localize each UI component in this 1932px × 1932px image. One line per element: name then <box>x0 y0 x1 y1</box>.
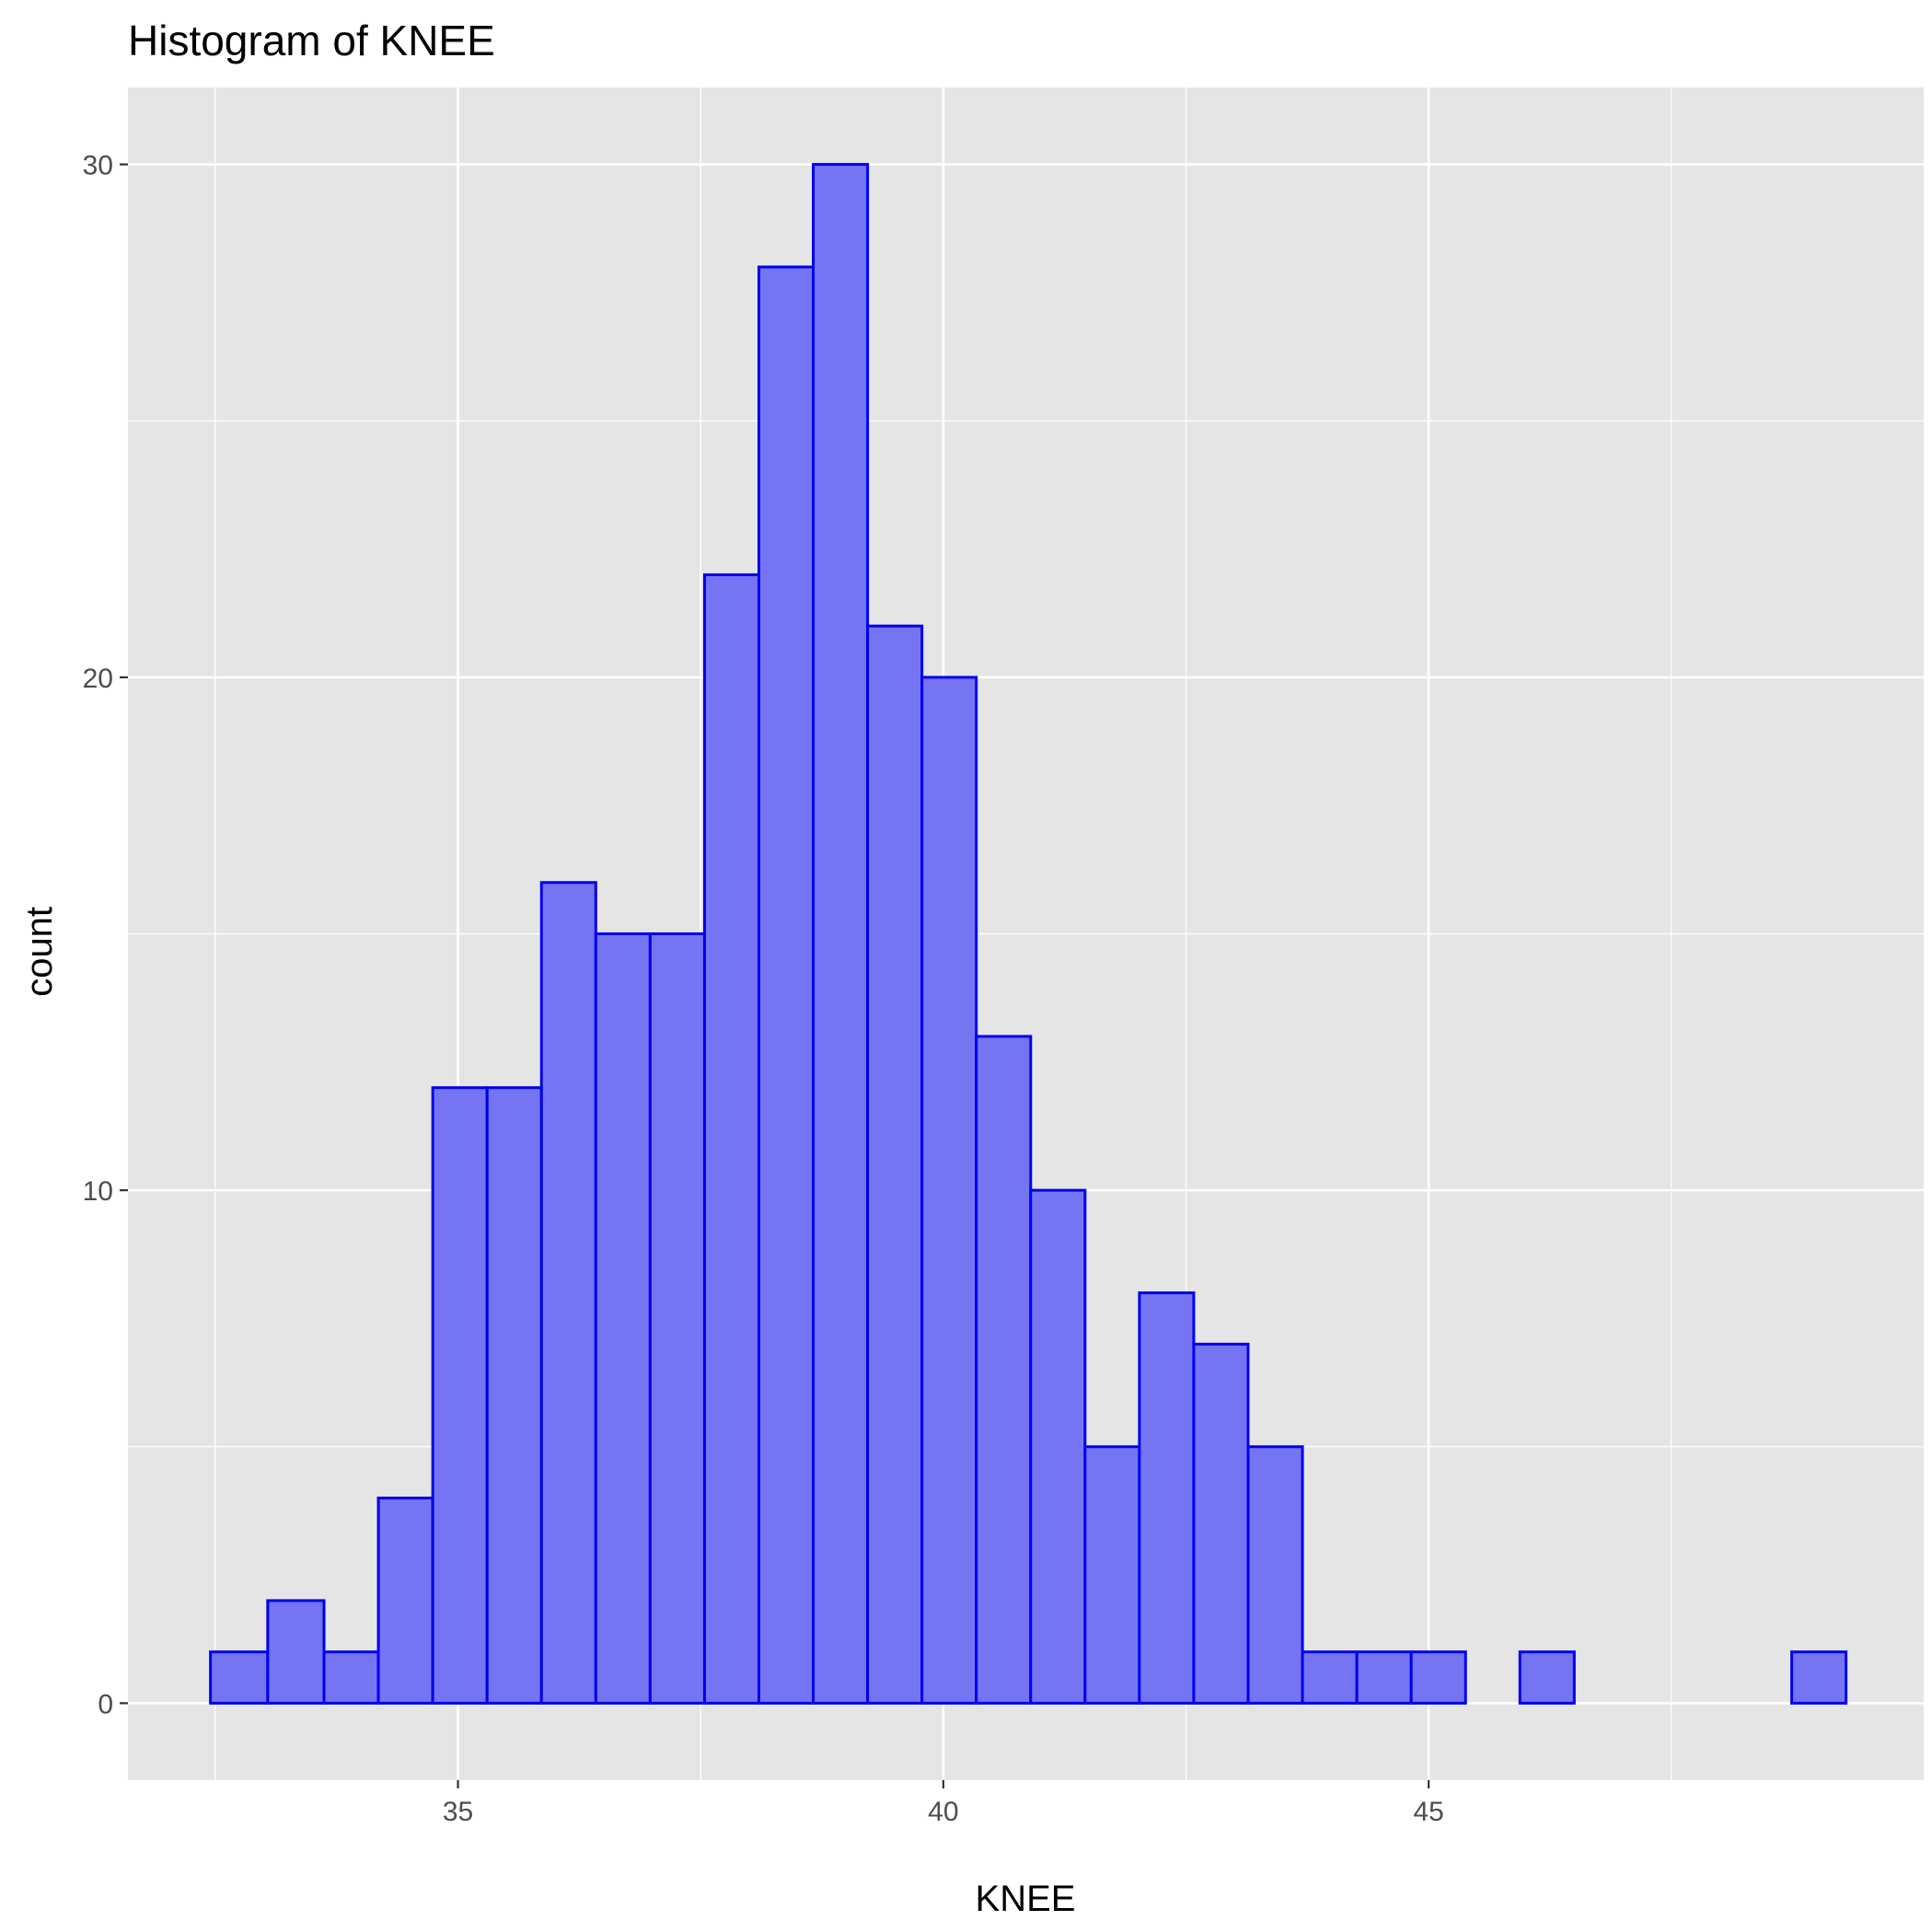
histogram-bar <box>1301 1650 1359 1705</box>
y-tick-label: 10 <box>83 1176 113 1207</box>
histogram-bar <box>1518 1650 1576 1705</box>
x-tick-label: 35 <box>443 1797 473 1827</box>
histogram-bar <box>648 932 706 1705</box>
y-tick-label: 30 <box>83 151 113 181</box>
x-tick-label: 40 <box>928 1797 958 1827</box>
histogram-bar <box>702 573 760 1705</box>
histogram-bar <box>1355 1650 1413 1705</box>
histogram-bar <box>431 1086 489 1705</box>
histogram-bar <box>1083 1445 1141 1705</box>
histogram-bar <box>485 1086 543 1705</box>
histogram-bar <box>594 932 652 1705</box>
histogram-bar <box>376 1497 434 1705</box>
histogram-bar <box>1409 1650 1467 1705</box>
histogram-bar <box>757 265 816 1705</box>
y-tick-label: 20 <box>83 664 113 694</box>
histogram-bar <box>920 676 978 1705</box>
histogram-bar <box>1029 1188 1087 1705</box>
histogram-bar <box>209 1650 270 1705</box>
histogram-bar <box>1246 1445 1304 1705</box>
x-axis: 35 40 45 <box>443 1780 1444 1827</box>
x-tick-label: 45 <box>1413 1797 1443 1827</box>
histogram-bar <box>539 881 597 1705</box>
histogram-bar <box>866 624 924 1705</box>
y-axis-title: count <box>19 907 60 997</box>
histogram-bar <box>322 1650 380 1705</box>
histogram-bar <box>266 1599 326 1705</box>
histogram-bars <box>209 163 1848 1705</box>
y-tick-label: 0 <box>98 1689 113 1719</box>
histogram-bar <box>1138 1291 1196 1705</box>
histogram-bar <box>812 163 870 1705</box>
histogram-bar <box>1192 1342 1250 1705</box>
chart-title: Histogram of KNEE <box>128 17 495 64</box>
x-axis-title: KNEE <box>976 1879 1076 1919</box>
y-axis: 0 10 20 30 <box>83 151 128 1719</box>
histogram-bar <box>975 1035 1033 1705</box>
histogram-bar <box>1790 1650 1848 1705</box>
